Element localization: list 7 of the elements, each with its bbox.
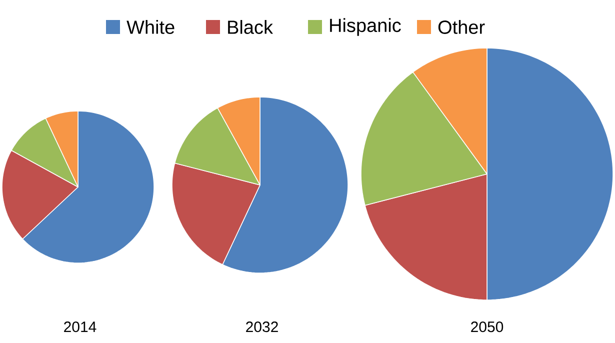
legend-label: Other bbox=[438, 20, 485, 34]
legend-label: Hispanic bbox=[330, 18, 401, 36]
slice-label: 2032 bbox=[246, 322, 278, 332]
slice-label: 2050 bbox=[471, 322, 504, 332]
legend-label: Black bbox=[228, 20, 274, 34]
slice-label: 2014 bbox=[64, 322, 96, 332]
legend-label: White bbox=[126, 20, 174, 34]
